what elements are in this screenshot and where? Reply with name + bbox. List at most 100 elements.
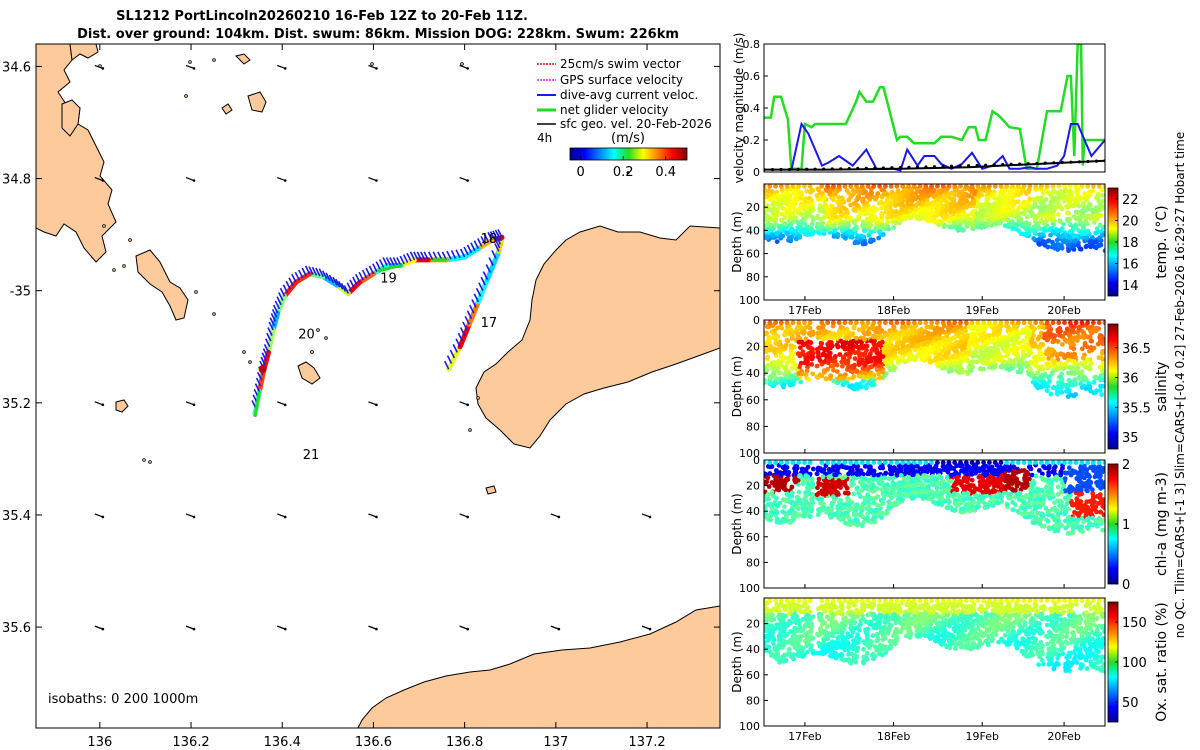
data-point (1063, 330, 1068, 336)
data-point (794, 376, 800, 381)
islet (122, 264, 126, 268)
data-point (839, 375, 845, 381)
data-point (886, 226, 891, 232)
geo-vector-head (101, 515, 105, 519)
data-point (1019, 223, 1025, 228)
data-point (1038, 378, 1044, 384)
surface-point (929, 184, 934, 189)
data-point (1057, 218, 1063, 224)
dive-avg-vector (483, 233, 490, 243)
data-point (802, 206, 807, 212)
data-point (795, 494, 800, 500)
surface-point (981, 184, 986, 189)
data-point (810, 371, 816, 377)
data-point (831, 367, 836, 373)
colorbar-tick-label: 18 (1122, 236, 1139, 251)
surface-point (987, 320, 992, 326)
data-point (1026, 230, 1031, 235)
data-point (784, 210, 790, 216)
data-point (1038, 195, 1044, 201)
geo-vector (459, 401, 468, 406)
data-point (1066, 370, 1071, 376)
data-point (1045, 324, 1051, 330)
data-point (847, 215, 853, 221)
data-point (852, 356, 858, 361)
data-point (975, 224, 981, 230)
data-point (987, 360, 992, 365)
data-point (955, 344, 961, 349)
data-point (1024, 353, 1030, 358)
data-point (946, 193, 952, 199)
data-point (928, 218, 934, 224)
dive-avg-vector (443, 360, 450, 370)
speed-colorbar-ticks: 0 0.2 0.4• (576, 156, 676, 180)
data-point (872, 334, 877, 340)
data-point (984, 197, 990, 203)
data-point (975, 342, 981, 348)
data-point (796, 371, 802, 376)
data-point (969, 325, 975, 331)
data-point (1063, 518, 1068, 524)
data-point (956, 225, 961, 231)
data-point (770, 201, 776, 207)
data-point (820, 330, 826, 336)
data-point (1032, 217, 1038, 223)
data-point (816, 476, 822, 482)
surface-point (807, 184, 813, 189)
data-point (770, 233, 775, 239)
data-point (1076, 375, 1082, 381)
data-point (805, 364, 810, 370)
data-point (783, 226, 788, 231)
dive-avg-vector (487, 231, 493, 241)
data-point (954, 364, 960, 370)
surface-point (790, 320, 796, 326)
data-point (1015, 340, 1020, 345)
data-point (1005, 351, 1011, 357)
map-ytick-label: 35.6 (2, 621, 31, 636)
dive-avg-vector (340, 283, 347, 292)
surface-point (992, 320, 998, 326)
data-point (891, 225, 896, 231)
geo-vel-point (1094, 159, 1099, 163)
data-point (975, 201, 981, 206)
data-point (1096, 198, 1102, 204)
data-point (843, 235, 848, 241)
dive-avg-vector (328, 274, 335, 284)
data-point (1061, 362, 1067, 368)
surface-point (1039, 320, 1044, 326)
data-point (1083, 375, 1088, 381)
data-point (1034, 354, 1040, 359)
surface-point (807, 320, 813, 326)
data-point (892, 336, 898, 341)
data-point (832, 209, 838, 215)
data-point (1077, 334, 1083, 340)
islet (212, 58, 216, 62)
surface-point (1039, 184, 1044, 189)
data-point (1092, 244, 1097, 250)
dive-avg-vector (470, 242, 476, 252)
data-point (999, 335, 1005, 340)
data-point (856, 327, 862, 333)
map-frame (35, 43, 721, 729)
data-point (1017, 330, 1023, 336)
data-point (779, 217, 785, 223)
data-point (1029, 337, 1035, 343)
data-point (779, 325, 785, 331)
data-point (817, 230, 822, 236)
data-point (1080, 355, 1086, 361)
data-point (1079, 208, 1085, 214)
dive-avg-vector (272, 304, 279, 314)
dive-avg-vector (469, 304, 475, 314)
geo-vel-point (779, 167, 783, 172)
surface-point (790, 184, 796, 189)
data-point (999, 343, 1005, 348)
dive-avg-vector (455, 338, 461, 348)
data-point (986, 214, 992, 220)
dive-avg-vector (473, 293, 480, 303)
data-point (970, 216, 975, 222)
vel-ytick-label: 0.8 (743, 38, 761, 51)
data-point (793, 236, 799, 242)
data-point (1091, 220, 1097, 225)
data-point (853, 202, 859, 208)
data-point (951, 327, 957, 333)
